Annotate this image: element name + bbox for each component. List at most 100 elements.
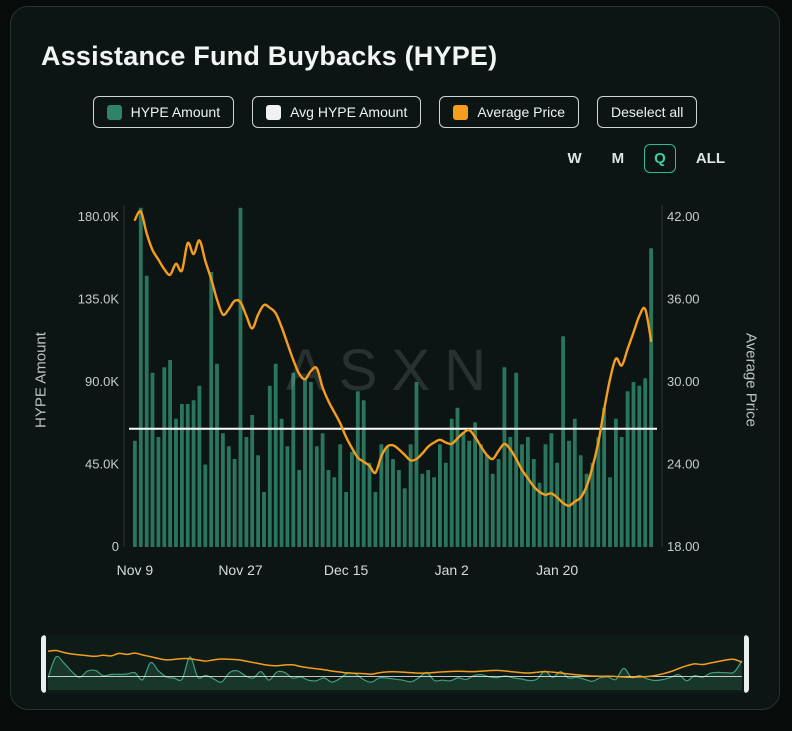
bar[interactable] <box>156 437 161 547</box>
legend-hype-amount-button[interactable]: HYPE Amount <box>92 96 235 128</box>
bar[interactable] <box>467 440 472 547</box>
bar[interactable] <box>180 404 184 547</box>
bar[interactable] <box>303 378 307 547</box>
deselect-all-button[interactable]: Deselect all <box>597 96 698 128</box>
bar[interactable] <box>555 462 560 547</box>
navigator-right-handle[interactable] <box>744 635 749 693</box>
bar[interactable] <box>590 462 595 547</box>
bar[interactable] <box>402 488 407 547</box>
navigator-left-handle[interactable] <box>41 635 46 693</box>
bar[interactable] <box>619 437 624 547</box>
bar[interactable] <box>473 422 477 547</box>
bar[interactable] <box>256 455 260 547</box>
bar[interactable] <box>420 473 425 547</box>
legend-average-price-button[interactable]: Average Price <box>439 96 580 128</box>
x-axis-tick: Dec 15 <box>324 562 369 578</box>
bar[interactable] <box>602 407 606 547</box>
bar[interactable] <box>361 400 366 547</box>
bar[interactable] <box>367 462 372 547</box>
bar[interactable] <box>244 437 249 547</box>
bar[interactable] <box>531 459 536 547</box>
bar[interactable] <box>484 455 489 547</box>
bar[interactable] <box>221 433 225 547</box>
bar[interactable] <box>332 477 337 547</box>
legend-avg-hype-amount-button[interactable]: Avg HYPE Amount <box>252 96 422 128</box>
bar[interactable] <box>232 459 237 547</box>
bar[interactable] <box>643 378 648 547</box>
bar[interactable] <box>526 437 530 547</box>
bar[interactable] <box>479 444 483 547</box>
bar[interactable] <box>608 477 612 547</box>
bar[interactable] <box>426 470 431 547</box>
bar[interactable] <box>520 444 524 547</box>
bar[interactable] <box>561 336 565 547</box>
bar[interactable] <box>309 382 313 547</box>
bar[interactable] <box>144 275 149 547</box>
bar[interactable] <box>502 367 507 547</box>
bar[interactable] <box>285 446 290 547</box>
bar[interactable] <box>203 464 208 548</box>
bar[interactable] <box>432 477 436 547</box>
bar[interactable] <box>637 385 642 547</box>
bar[interactable] <box>162 367 167 547</box>
bar[interactable] <box>549 433 554 547</box>
bar[interactable] <box>262 492 266 547</box>
bar[interactable] <box>567 440 571 547</box>
main-chart[interactable]: ASXN 0 45.0K 90.0K 135.0K 180.0K 18.00 24.00 30.… <box>67 185 727 587</box>
range-navigator[interactable] <box>41 635 749 693</box>
bar[interactable] <box>455 407 460 547</box>
bar[interactable] <box>614 418 618 547</box>
bar[interactable] <box>408 444 413 547</box>
bar[interactable] <box>578 455 583 547</box>
bar[interactable] <box>508 437 513 547</box>
bar[interactable] <box>649 248 653 547</box>
bar[interactable] <box>625 391 630 547</box>
bar[interactable] <box>226 446 231 547</box>
bar[interactable] <box>314 446 319 547</box>
bar[interactable] <box>150 372 155 547</box>
bar[interactable] <box>168 360 172 547</box>
bar[interactable] <box>291 372 296 547</box>
bar[interactable] <box>138 207 143 548</box>
bar[interactable] <box>174 418 178 547</box>
bar[interactable] <box>496 459 501 547</box>
range-option-w[interactable]: W <box>557 144 591 173</box>
bar[interactable] <box>355 391 360 547</box>
range-option-all[interactable]: ALL <box>686 144 735 173</box>
bar[interactable] <box>443 462 448 547</box>
bar[interactable] <box>572 418 577 547</box>
bar[interactable] <box>320 433 325 547</box>
bar[interactable] <box>461 433 466 547</box>
bar[interactable] <box>596 437 601 547</box>
bar[interactable] <box>209 272 214 547</box>
bar[interactable] <box>338 444 343 547</box>
bar[interactable] <box>238 207 243 548</box>
bar[interactable] <box>197 385 202 547</box>
bar[interactable] <box>133 440 137 547</box>
bar[interactable] <box>297 470 302 547</box>
bar[interactable] <box>267 385 272 547</box>
bar[interactable] <box>584 473 589 547</box>
bar[interactable] <box>326 470 331 547</box>
bar[interactable] <box>397 470 401 547</box>
bar[interactable] <box>273 363 278 547</box>
bar[interactable] <box>385 446 389 547</box>
bar[interactable] <box>350 451 354 547</box>
bar[interactable] <box>490 473 495 547</box>
bar[interactable] <box>537 482 542 547</box>
bar[interactable] <box>449 418 454 547</box>
range-option-q[interactable]: Q <box>644 144 676 173</box>
bar[interactable] <box>215 363 219 547</box>
bar[interactable] <box>344 492 348 547</box>
bar[interactable] <box>391 459 395 547</box>
bar[interactable] <box>191 400 196 547</box>
bar[interactable] <box>631 382 636 547</box>
bar[interactable] <box>373 492 378 547</box>
bar[interactable] <box>438 444 442 547</box>
bar[interactable] <box>279 418 284 547</box>
range-option-m[interactable]: M <box>602 144 635 173</box>
bar[interactable] <box>185 404 190 547</box>
bar[interactable] <box>379 444 384 547</box>
bar[interactable] <box>250 415 255 547</box>
bar[interactable] <box>414 382 419 547</box>
